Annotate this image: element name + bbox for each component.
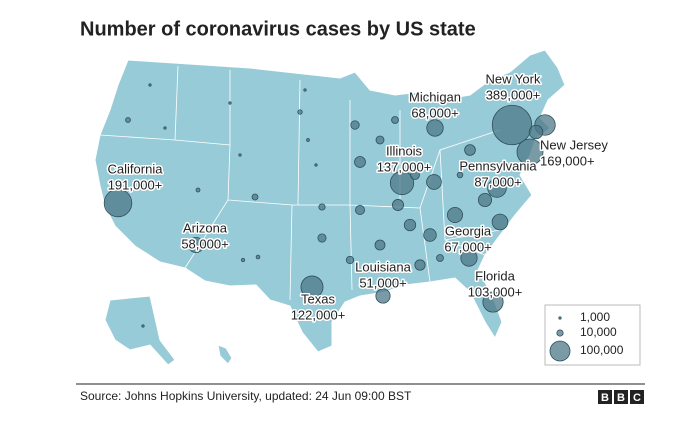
bubble xyxy=(460,249,478,267)
brand-letter: B xyxy=(617,392,625,404)
bubble xyxy=(251,193,259,201)
bubble xyxy=(300,275,324,299)
bubble xyxy=(410,170,420,180)
bubble xyxy=(477,192,493,208)
state-value: 68,000+ xyxy=(411,105,458,120)
state-name: Louisiana xyxy=(355,259,411,274)
bubbles xyxy=(103,83,556,328)
state-name: Michigan xyxy=(409,89,461,104)
bubble xyxy=(391,116,399,124)
map xyxy=(94,49,566,366)
state-value: 389,000+ xyxy=(486,87,541,102)
bubble xyxy=(414,259,426,271)
legend-bubble xyxy=(549,340,571,362)
brand-letter: B xyxy=(601,392,609,404)
bubble xyxy=(141,324,145,328)
state-name: Georgia xyxy=(445,223,492,238)
state-value: 58,000+ xyxy=(181,236,228,251)
bubble xyxy=(528,124,544,140)
title: Number of coronavirus cases by US state xyxy=(80,18,476,40)
bubble xyxy=(375,288,391,304)
state-value: 137,000+ xyxy=(377,159,432,174)
bubble xyxy=(392,199,404,211)
bubble xyxy=(345,255,355,265)
bubble xyxy=(187,236,205,254)
bubble xyxy=(436,254,444,262)
bubble xyxy=(318,203,326,211)
bubble xyxy=(491,104,533,146)
bubble xyxy=(228,101,232,105)
state-value: 122,000+ xyxy=(291,307,346,322)
brand-block xyxy=(614,390,628,404)
state-name: Texas xyxy=(301,291,335,306)
state-borders xyxy=(99,65,501,301)
bubble xyxy=(240,257,246,263)
bubble xyxy=(103,188,133,218)
hawaii xyxy=(217,344,233,365)
state-name: Illinois xyxy=(386,143,423,158)
bubble xyxy=(306,138,310,142)
legend-bubble xyxy=(558,316,562,320)
brand-letter: C xyxy=(633,392,641,404)
state-name: Pennsylvania xyxy=(459,158,537,173)
brand-block xyxy=(598,390,612,404)
bubble xyxy=(195,187,201,193)
source: Source: Johns Hopkins University, update… xyxy=(80,389,412,403)
bubble xyxy=(255,254,261,260)
bubble xyxy=(464,144,476,156)
bubble xyxy=(350,120,360,130)
bubble xyxy=(446,206,464,224)
bubble xyxy=(482,291,504,313)
bubble xyxy=(389,170,415,196)
bubble xyxy=(516,138,544,166)
state-name: Florida xyxy=(475,268,516,283)
state-value: 191,000+ xyxy=(108,177,163,192)
bubble xyxy=(297,109,303,115)
state-value: 67,000+ xyxy=(444,239,491,254)
legend-label: 1,000 xyxy=(580,310,610,324)
bubble xyxy=(125,117,131,123)
alaska xyxy=(104,295,176,366)
state-value: 169,000+ xyxy=(540,153,595,168)
legend-label: 100,000 xyxy=(580,343,624,357)
legend-bubble xyxy=(556,329,564,337)
bubble xyxy=(456,171,464,179)
bubble xyxy=(303,88,307,92)
bubble xyxy=(426,174,442,190)
bubble xyxy=(163,126,167,130)
bubble xyxy=(403,218,417,232)
bubble xyxy=(314,163,318,167)
bubble xyxy=(238,153,242,157)
state-value: 87,000+ xyxy=(474,174,521,189)
bubble xyxy=(423,228,437,242)
bubble xyxy=(354,156,366,168)
bubble xyxy=(317,233,327,243)
state-value: 103,000+ xyxy=(468,284,523,299)
brand-block xyxy=(630,390,644,404)
bubble xyxy=(491,213,509,231)
state-name: New Jersey xyxy=(540,137,608,152)
bubble xyxy=(374,239,386,251)
state-value: 51,000+ xyxy=(359,275,406,290)
state-name: New York xyxy=(486,71,541,86)
bubble xyxy=(487,178,507,198)
legend-label: 10,000 xyxy=(580,325,617,339)
mainland xyxy=(94,49,566,353)
bubble xyxy=(426,119,444,137)
bubble xyxy=(148,83,152,87)
bubble xyxy=(375,135,385,145)
state-name: Arizona xyxy=(183,220,228,235)
bubble xyxy=(355,205,365,215)
state-name: California xyxy=(108,161,164,176)
